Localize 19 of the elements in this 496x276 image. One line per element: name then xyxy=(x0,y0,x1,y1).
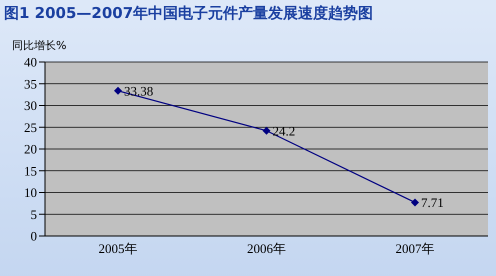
y-tick-label: 30 xyxy=(24,98,37,114)
data-label: 7.71 xyxy=(421,195,444,210)
point xyxy=(262,126,270,135)
y-tick-label: 10 xyxy=(24,185,37,200)
data-label: 33.38 xyxy=(124,83,154,98)
x-tick-label: 2006年 xyxy=(247,241,286,256)
chart-title: 图1 2005—2007年中国电子元件产量发展速度趋势图 xyxy=(4,4,374,23)
y-tick-label: 0 xyxy=(30,228,37,244)
y-tick-label: 15 xyxy=(24,163,37,178)
x-tick-label: 2007年 xyxy=(396,241,434,256)
point xyxy=(411,198,419,206)
point xyxy=(114,86,122,95)
y-tick-label: 40 xyxy=(24,54,37,70)
y-tick-label: 35 xyxy=(24,76,37,92)
y-tick-label: 5 xyxy=(30,206,37,222)
x-tick-label: 2005年 xyxy=(98,241,138,256)
y-tick-label: 25 xyxy=(24,120,37,135)
y-tick-label: 20 xyxy=(24,142,37,157)
y-axis-title: 同比增长% xyxy=(12,38,66,53)
